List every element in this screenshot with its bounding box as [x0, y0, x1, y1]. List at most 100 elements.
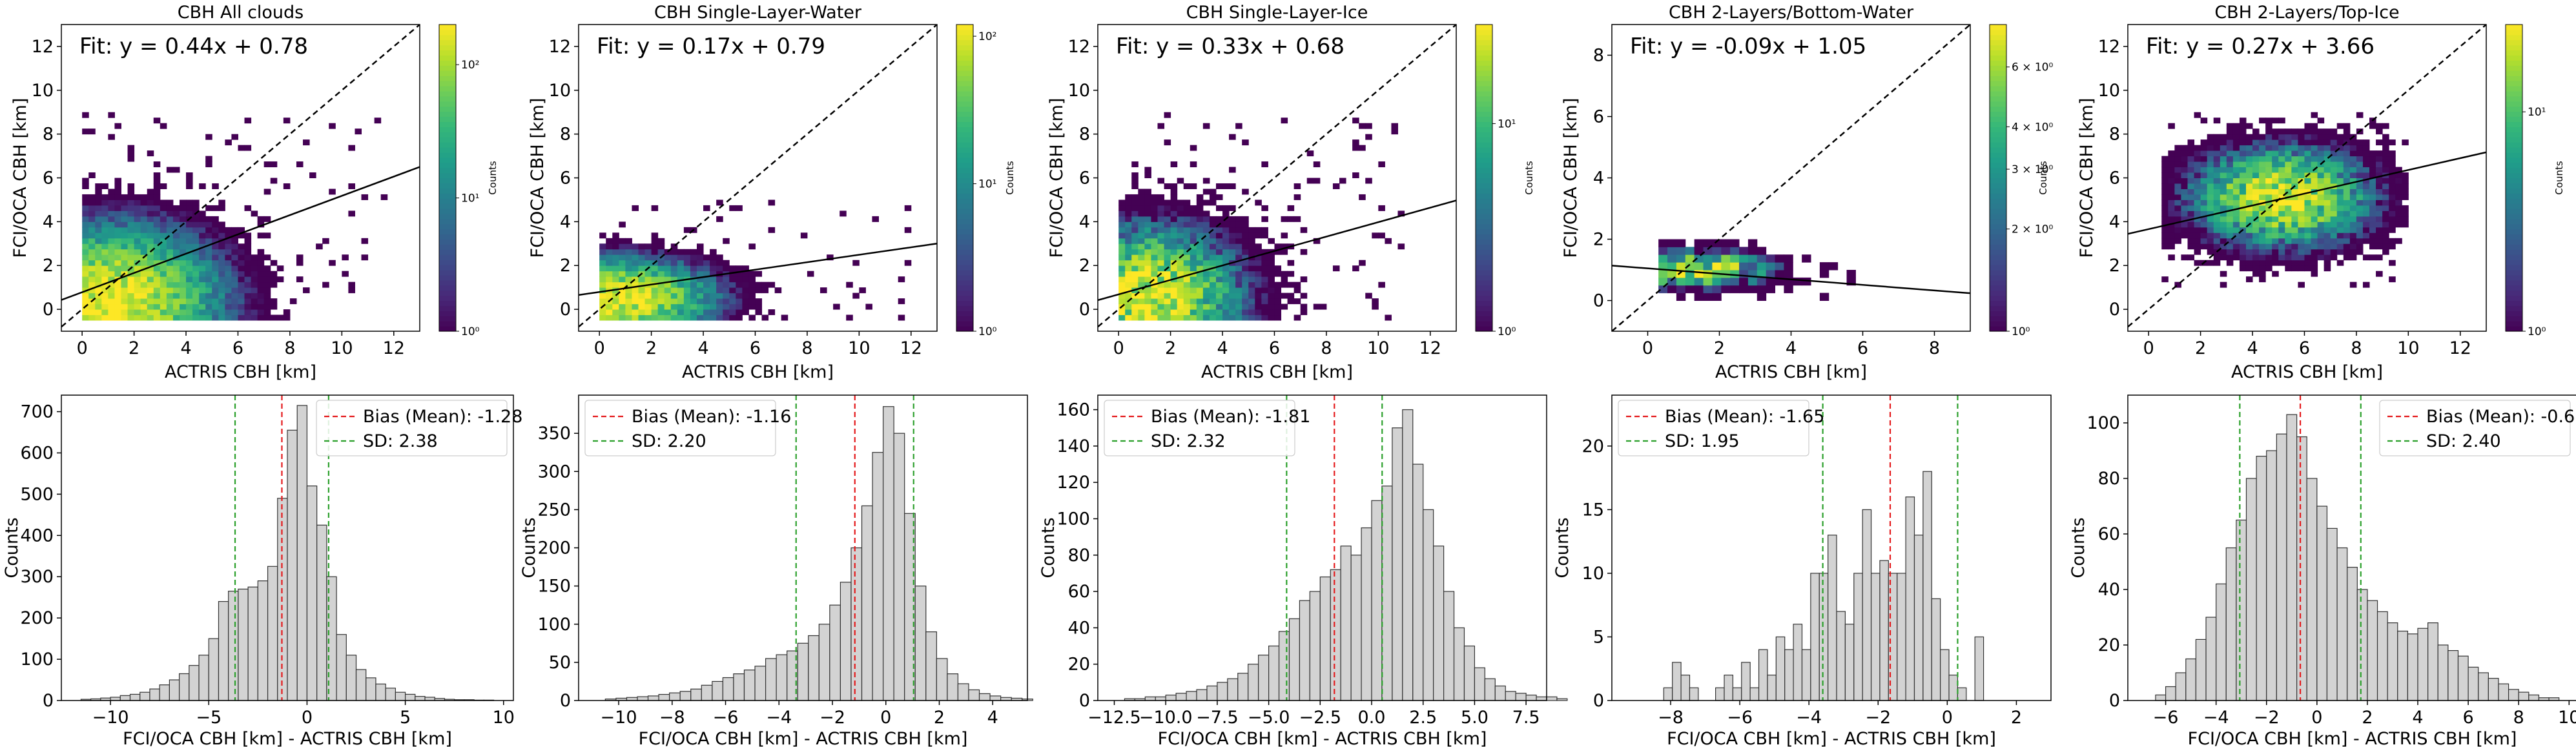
heatmap-cell — [2389, 260, 2396, 266]
colorbar-swatch — [956, 178, 973, 184]
heatmap-cell — [348, 210, 355, 217]
heatmap-cell — [212, 254, 219, 261]
heatmap-cell — [101, 205, 108, 211]
heatmap-cell — [1215, 254, 1223, 261]
y-tick-label: 8 — [2109, 125, 2120, 145]
heatmap-cell — [846, 314, 853, 321]
heatmap-cell — [2291, 238, 2298, 244]
heatmap-cell — [599, 292, 606, 299]
heatmap-cell — [683, 271, 691, 277]
heatmap-cell — [1138, 265, 1145, 272]
heatmap-cell — [172, 287, 180, 294]
heatmap-cell — [2226, 167, 2234, 173]
colorbar-swatch — [1990, 34, 2006, 41]
heatmap-cell — [1235, 238, 1242, 244]
heatmap-cell — [2349, 205, 2357, 211]
heatmap-cell — [114, 271, 121, 277]
heatmap-cell — [2245, 265, 2253, 272]
heatmap-cell — [625, 265, 632, 272]
colorbar-swatch — [1476, 81, 1492, 87]
histogram-bar — [1340, 546, 1352, 701]
heatmap-cell — [231, 309, 238, 316]
heatmap-cell — [1138, 254, 1145, 261]
legend-bias-label: Bias (Mean): -1.65 — [1665, 407, 1824, 427]
colorbar-tick-label: 10¹ — [461, 192, 479, 205]
heatmap-cell — [742, 276, 749, 283]
heatmap-cell — [121, 227, 129, 233]
y-tick-label: 140 — [1056, 436, 1090, 456]
heatmap-cell — [1215, 194, 1223, 200]
heatmap-cell — [2324, 172, 2331, 178]
heatmap-cell — [251, 271, 258, 277]
heatmap-cell — [2376, 271, 2383, 277]
y-axis-label: Counts — [519, 517, 539, 578]
x-axis-label: ACTRIS CBH [km] — [165, 362, 316, 382]
x-tick-label: 4 — [1217, 338, 1228, 358]
x-tick-label: 0 — [594, 338, 605, 358]
heatmap-cell — [1676, 262, 1686, 271]
heatmap-cell — [1209, 221, 1217, 228]
heatmap-cell — [2181, 145, 2188, 151]
heatmap-cell — [1177, 271, 1184, 277]
heatmap-cell — [2369, 167, 2376, 173]
heatmap-cell — [2259, 194, 2266, 200]
heatmap-cell — [2382, 150, 2389, 157]
histogram-bar — [2427, 622, 2438, 701]
heatmap-cell — [1209, 260, 1217, 266]
heatmap-cell — [2187, 221, 2195, 228]
colorbar-swatch — [956, 254, 973, 260]
heatmap-cell — [2272, 249, 2279, 255]
heatmap-cell — [599, 249, 606, 255]
heatmap-cell — [244, 276, 252, 283]
heatmap-cell — [2311, 271, 2318, 277]
y-tick-label: 4 — [1079, 212, 1090, 232]
heatmap-cell — [612, 309, 619, 316]
heatmap-cell — [2389, 227, 2396, 233]
heatmap-cell — [638, 314, 646, 321]
heatmap-cell — [2200, 232, 2208, 239]
heatmap-cell — [205, 276, 212, 283]
heatmap-cell — [651, 249, 659, 255]
colorbar-swatch — [1990, 295, 2006, 302]
heatmap-cell — [95, 303, 102, 310]
heatmap-cell — [1138, 276, 1145, 283]
heatmap-cell — [192, 309, 200, 316]
heatmap-cell — [2285, 167, 2292, 173]
heatmap-cell — [153, 232, 161, 239]
heatmap-cell — [1352, 172, 1359, 178]
heatmap-cell — [147, 314, 154, 321]
heatmap-cell — [1658, 254, 1668, 263]
heatmap-cell — [134, 309, 141, 316]
heatmap-cell — [1242, 287, 1249, 294]
heatmap-cell — [2324, 254, 2331, 261]
colorbar-swatch — [2506, 213, 2522, 220]
heatmap-cell — [2356, 145, 2364, 151]
heatmap-cell — [88, 254, 96, 261]
heatmap-cell — [2304, 139, 2312, 146]
heatmap-cell — [1222, 227, 1230, 233]
heatmap-cell — [114, 178, 121, 184]
heatmap-cell — [270, 303, 278, 310]
colorbar-swatch — [2506, 290, 2522, 296]
heatmap-cell — [153, 260, 161, 266]
heatmap-cell — [2213, 161, 2221, 168]
heatmap-cell — [1131, 265, 1139, 272]
heatmap-cell — [186, 287, 193, 294]
heatmap-cell — [632, 249, 639, 255]
heatmap-cell — [2376, 254, 2383, 261]
colorbar-swatch — [1476, 239, 1492, 245]
heatmap-cell — [1138, 287, 1145, 294]
y-tick-label: 700 — [20, 402, 54, 422]
heatmap-cell — [95, 205, 102, 211]
heatmap-cell — [101, 221, 108, 228]
heatmap-cell — [755, 271, 763, 277]
heatmap-cell — [664, 303, 672, 310]
colorbar-swatch — [1476, 305, 1492, 311]
heatmap-cell — [2232, 128, 2240, 135]
heatmap-cell — [2336, 189, 2344, 195]
heatmap-cell — [166, 314, 174, 321]
heatmap-cell — [2220, 139, 2227, 146]
heatmap-cell — [1703, 270, 1713, 278]
heatmap-cell — [904, 205, 912, 211]
heatmap-cell — [1138, 249, 1145, 255]
